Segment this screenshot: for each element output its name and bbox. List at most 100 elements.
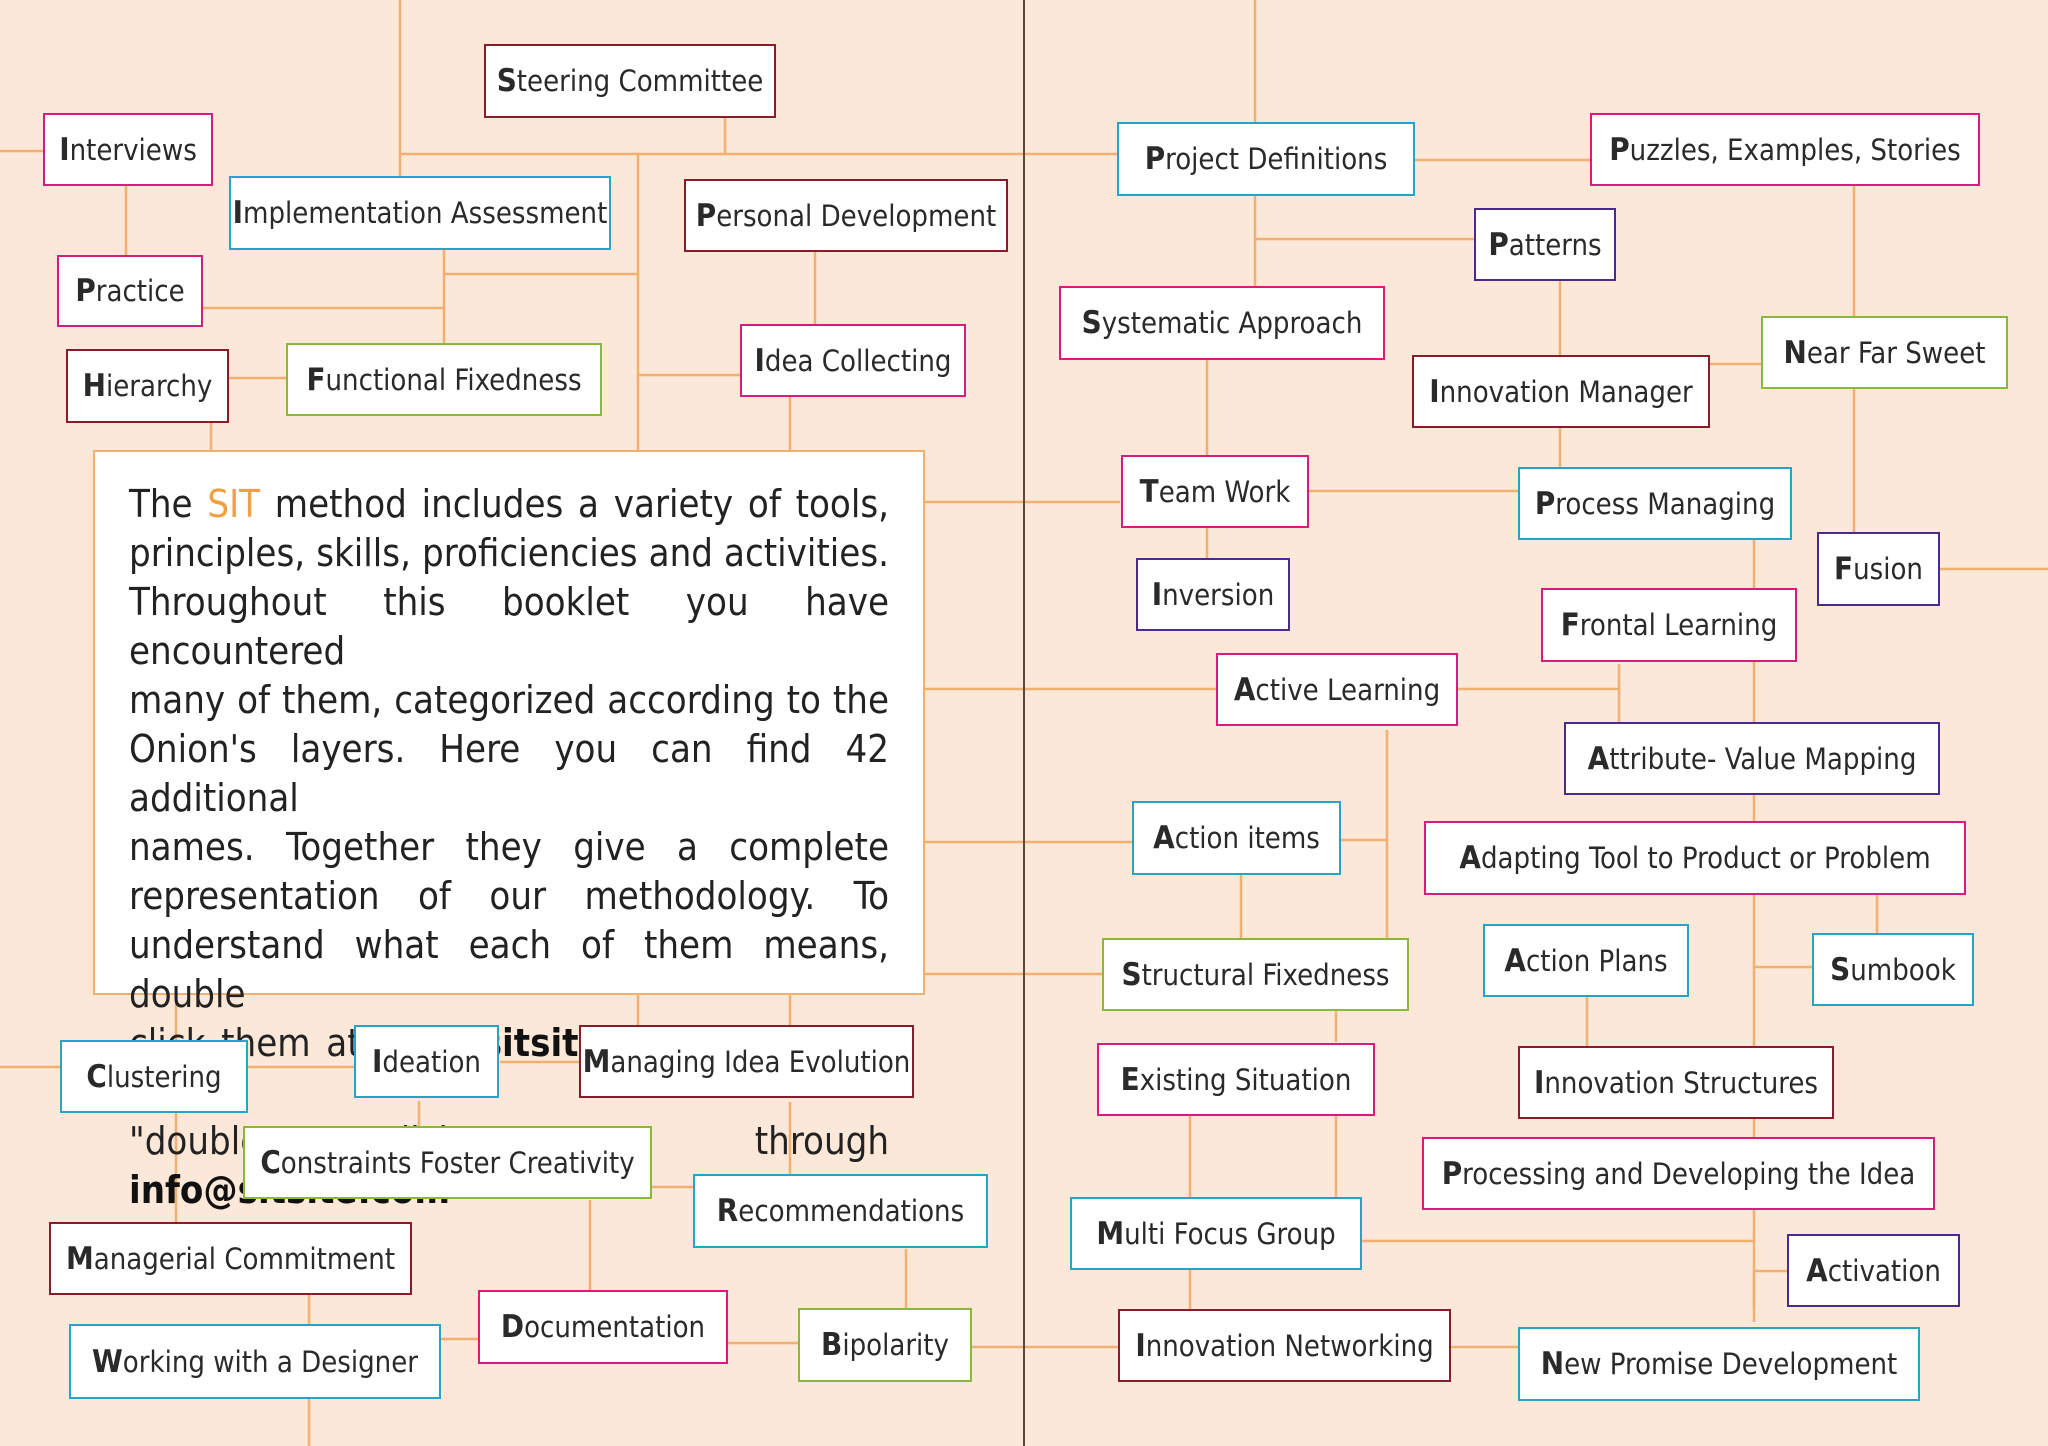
node-label-initial: P bbox=[1534, 485, 1556, 522]
info-text-box: The SIT method includes a variety of too… bbox=[93, 450, 925, 1212]
node-label-rest: deation bbox=[382, 1044, 481, 1079]
node-label-initial: N bbox=[1783, 334, 1807, 371]
node-label-initial: I bbox=[232, 195, 244, 231]
node-label-initial: I bbox=[1135, 1327, 1146, 1364]
sit-highlight: SIT bbox=[207, 482, 261, 526]
node-label-initial: S bbox=[1830, 951, 1851, 988]
node-label-rest: nnovation Structures bbox=[1544, 1065, 1818, 1100]
node-label-rest: ystematic Approach bbox=[1101, 306, 1363, 340]
node-label-rest: ierarchy bbox=[105, 369, 213, 403]
node-label-rest: dapting Tool to Product or Problem bbox=[1480, 841, 1931, 875]
node-label-initial: R bbox=[716, 1193, 739, 1229]
info-line-5: Onion's layers. Here you can find 42 add… bbox=[129, 727, 889, 820]
node-label-rest: mplementation Assessment bbox=[243, 196, 608, 230]
node-label-initial: C bbox=[260, 1144, 281, 1181]
node-label-rest: ersonal Development bbox=[716, 198, 997, 233]
node-label-rest: ipolarity bbox=[842, 1328, 949, 1362]
info-line-3: Throughout this booklet you have encount… bbox=[129, 580, 889, 673]
node-label-rest: xisting Situation bbox=[1139, 1062, 1352, 1097]
node-label-rest: onstraints Foster Creativity bbox=[280, 1145, 635, 1180]
info-line-8: understand what each of them means, doub… bbox=[129, 923, 889, 1016]
info-line-1: The SIT method includes a variety of too… bbox=[129, 482, 889, 526]
node-label-initial: S bbox=[1121, 956, 1142, 993]
node-label-rest: lustering bbox=[106, 1059, 222, 1094]
node-label-initial: A bbox=[1459, 840, 1481, 876]
node-label-initial: P bbox=[695, 197, 717, 234]
node-label-rest: tructural Fixedness bbox=[1141, 957, 1390, 992]
node-label-initial: I bbox=[754, 342, 765, 379]
node-label-initial: I bbox=[59, 131, 70, 168]
node-label-initial: N bbox=[1540, 1346, 1565, 1382]
node-label-rest: teering Committee bbox=[516, 64, 764, 98]
info-line-6: names. Together they give a complete bbox=[129, 825, 889, 869]
node-label-rest: ear Far Sweet bbox=[1806, 335, 1986, 370]
node-label-rest: rocessing and Developing the Idea bbox=[1462, 1156, 1916, 1191]
node-label-rest: dea Collecting bbox=[764, 343, 952, 378]
node-label-rest: ction Plans bbox=[1525, 943, 1668, 978]
node-label-rest: nterviews bbox=[69, 132, 197, 167]
node-label-rest: roject Definitions bbox=[1165, 142, 1388, 176]
node-label-rest: eam Work bbox=[1158, 474, 1291, 509]
node-label-initial: P bbox=[75, 273, 96, 309]
node-label-rest: ocumentation bbox=[524, 1310, 706, 1344]
node-label-rest: nversion bbox=[1162, 577, 1275, 612]
node-label-initial: I bbox=[1534, 1064, 1545, 1101]
node-label-initial: F bbox=[306, 361, 326, 398]
node-label-rest: ractice bbox=[95, 274, 185, 308]
node-label-initial: W bbox=[92, 1343, 123, 1380]
node-label-initial: P bbox=[1609, 131, 1630, 168]
node-label-initial: P bbox=[1488, 226, 1509, 263]
info-line-2: principles, skills, proficiencies and ac… bbox=[129, 531, 889, 575]
node-label-initial: I bbox=[1151, 576, 1163, 613]
node-label-rest: ttribute- Value Mapping bbox=[1609, 741, 1917, 776]
node-label-initial: D bbox=[500, 1309, 525, 1345]
node-label-rest: ulti Focus Group bbox=[1124, 1216, 1336, 1251]
node-label-initial: T bbox=[1139, 473, 1159, 510]
node-label-initial: M bbox=[65, 1240, 94, 1277]
node-label-rest: rontal Learning bbox=[1579, 608, 1778, 642]
